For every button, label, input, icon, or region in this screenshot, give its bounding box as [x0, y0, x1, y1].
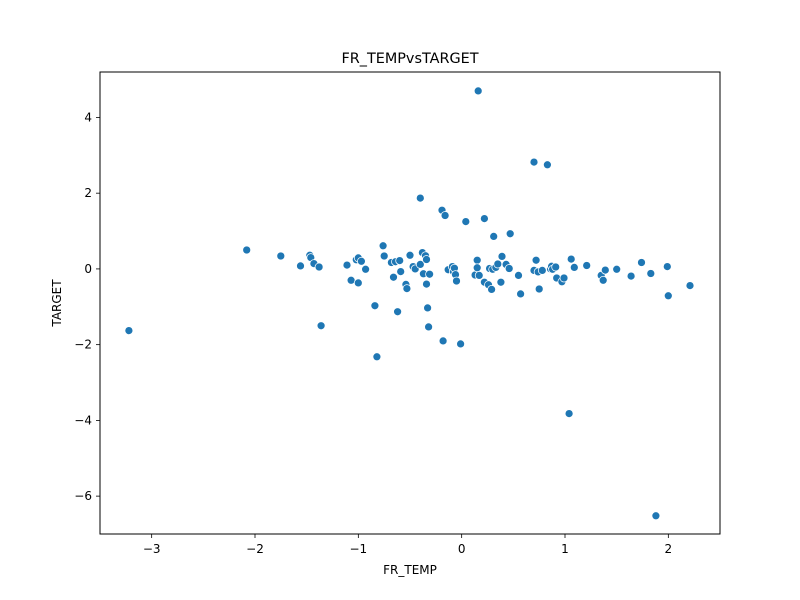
data-point: [456, 339, 465, 349]
y-tick-label: 4: [84, 110, 92, 124]
y-tick-label: −4: [74, 413, 92, 427]
data-point: [646, 269, 656, 278]
data-point: [370, 301, 380, 311]
data-point: [600, 265, 610, 275]
data-point: [242, 245, 252, 255]
data-point: [651, 511, 661, 521]
data-point: [472, 263, 482, 273]
data-point: [472, 255, 482, 265]
data-point: [487, 285, 496, 294]
y-tick-label: 0: [84, 262, 92, 276]
data-point: [396, 267, 406, 276]
data-point: [474, 271, 484, 280]
data-point: [598, 275, 608, 285]
data-point: [342, 260, 352, 270]
data-point: [346, 275, 356, 285]
x-tick-label: 0: [458, 542, 466, 556]
x-tick-label: −1: [349, 542, 367, 556]
y-tick-label: −2: [74, 338, 92, 352]
data-point: [612, 264, 622, 274]
data-point: [564, 409, 574, 418]
data-point: [415, 193, 425, 203]
data-point: [569, 263, 579, 272]
data-point: [393, 307, 402, 317]
data-point: [424, 322, 433, 332]
data-point: [405, 250, 415, 260]
data-point: [514, 271, 523, 280]
x-tick-label: 2: [665, 542, 673, 556]
data-point: [361, 264, 370, 274]
data-point: [316, 321, 326, 331]
x-axis-ticks: −3 −2 −1 0 1 2: [143, 534, 672, 556]
data-point: [415, 260, 425, 269]
data-point: [438, 336, 448, 346]
data-point: [422, 255, 431, 264]
data-point: [372, 352, 382, 362]
data-point: [496, 277, 506, 287]
data-point: [395, 256, 405, 265]
data-point: [480, 214, 489, 223]
y-tick-label: 2: [84, 186, 92, 200]
data-point: [357, 256, 366, 266]
chart-title: FR_TEMPvsTARGET: [341, 51, 478, 67]
x-tick-label: −2: [246, 542, 264, 556]
data-point: [493, 259, 503, 269]
data-point: [425, 269, 434, 279]
data-point: [537, 266, 547, 275]
data-point: [440, 211, 450, 220]
data-point: [529, 157, 539, 167]
data-point: [551, 262, 561, 272]
data-point: [559, 273, 569, 283]
data-point: [378, 241, 388, 251]
y-tick-label: −6: [74, 489, 92, 503]
data-point: [353, 278, 363, 288]
data-point: [505, 229, 515, 239]
y-axis-label: TARGET: [50, 279, 64, 328]
data-point: [489, 232, 499, 241]
plot-frame: [99, 71, 721, 535]
x-axis-label: FR_TEMP: [383, 563, 437, 577]
points-layer: [124, 86, 695, 521]
data-point: [314, 262, 324, 272]
x-tick-label: 1: [561, 542, 569, 556]
data-point: [497, 252, 507, 261]
x-tick-label: −3: [143, 542, 161, 556]
data-point: [124, 326, 134, 335]
data-point: [663, 291, 673, 301]
data-point: [473, 86, 483, 96]
data-point: [685, 281, 695, 290]
data-point: [402, 284, 412, 293]
data-point: [504, 264, 514, 273]
data-point: [534, 284, 544, 294]
data-point: [543, 160, 552, 170]
data-point: [452, 276, 461, 286]
data-point: [637, 258, 646, 267]
data-point: [389, 272, 398, 282]
y-axis-ticks: −6 −4 −2 0 2 4: [74, 110, 100, 503]
data-point: [379, 251, 389, 261]
data-point: [423, 303, 432, 313]
data-point: [516, 289, 525, 299]
data-point: [566, 254, 576, 264]
data-point: [662, 262, 672, 271]
data-point: [531, 255, 541, 265]
data-point: [276, 251, 286, 261]
data-point: [461, 217, 471, 226]
data-point: [626, 271, 636, 281]
data-point: [582, 261, 592, 270]
data-point: [296, 261, 305, 271]
data-point: [422, 279, 431, 289]
